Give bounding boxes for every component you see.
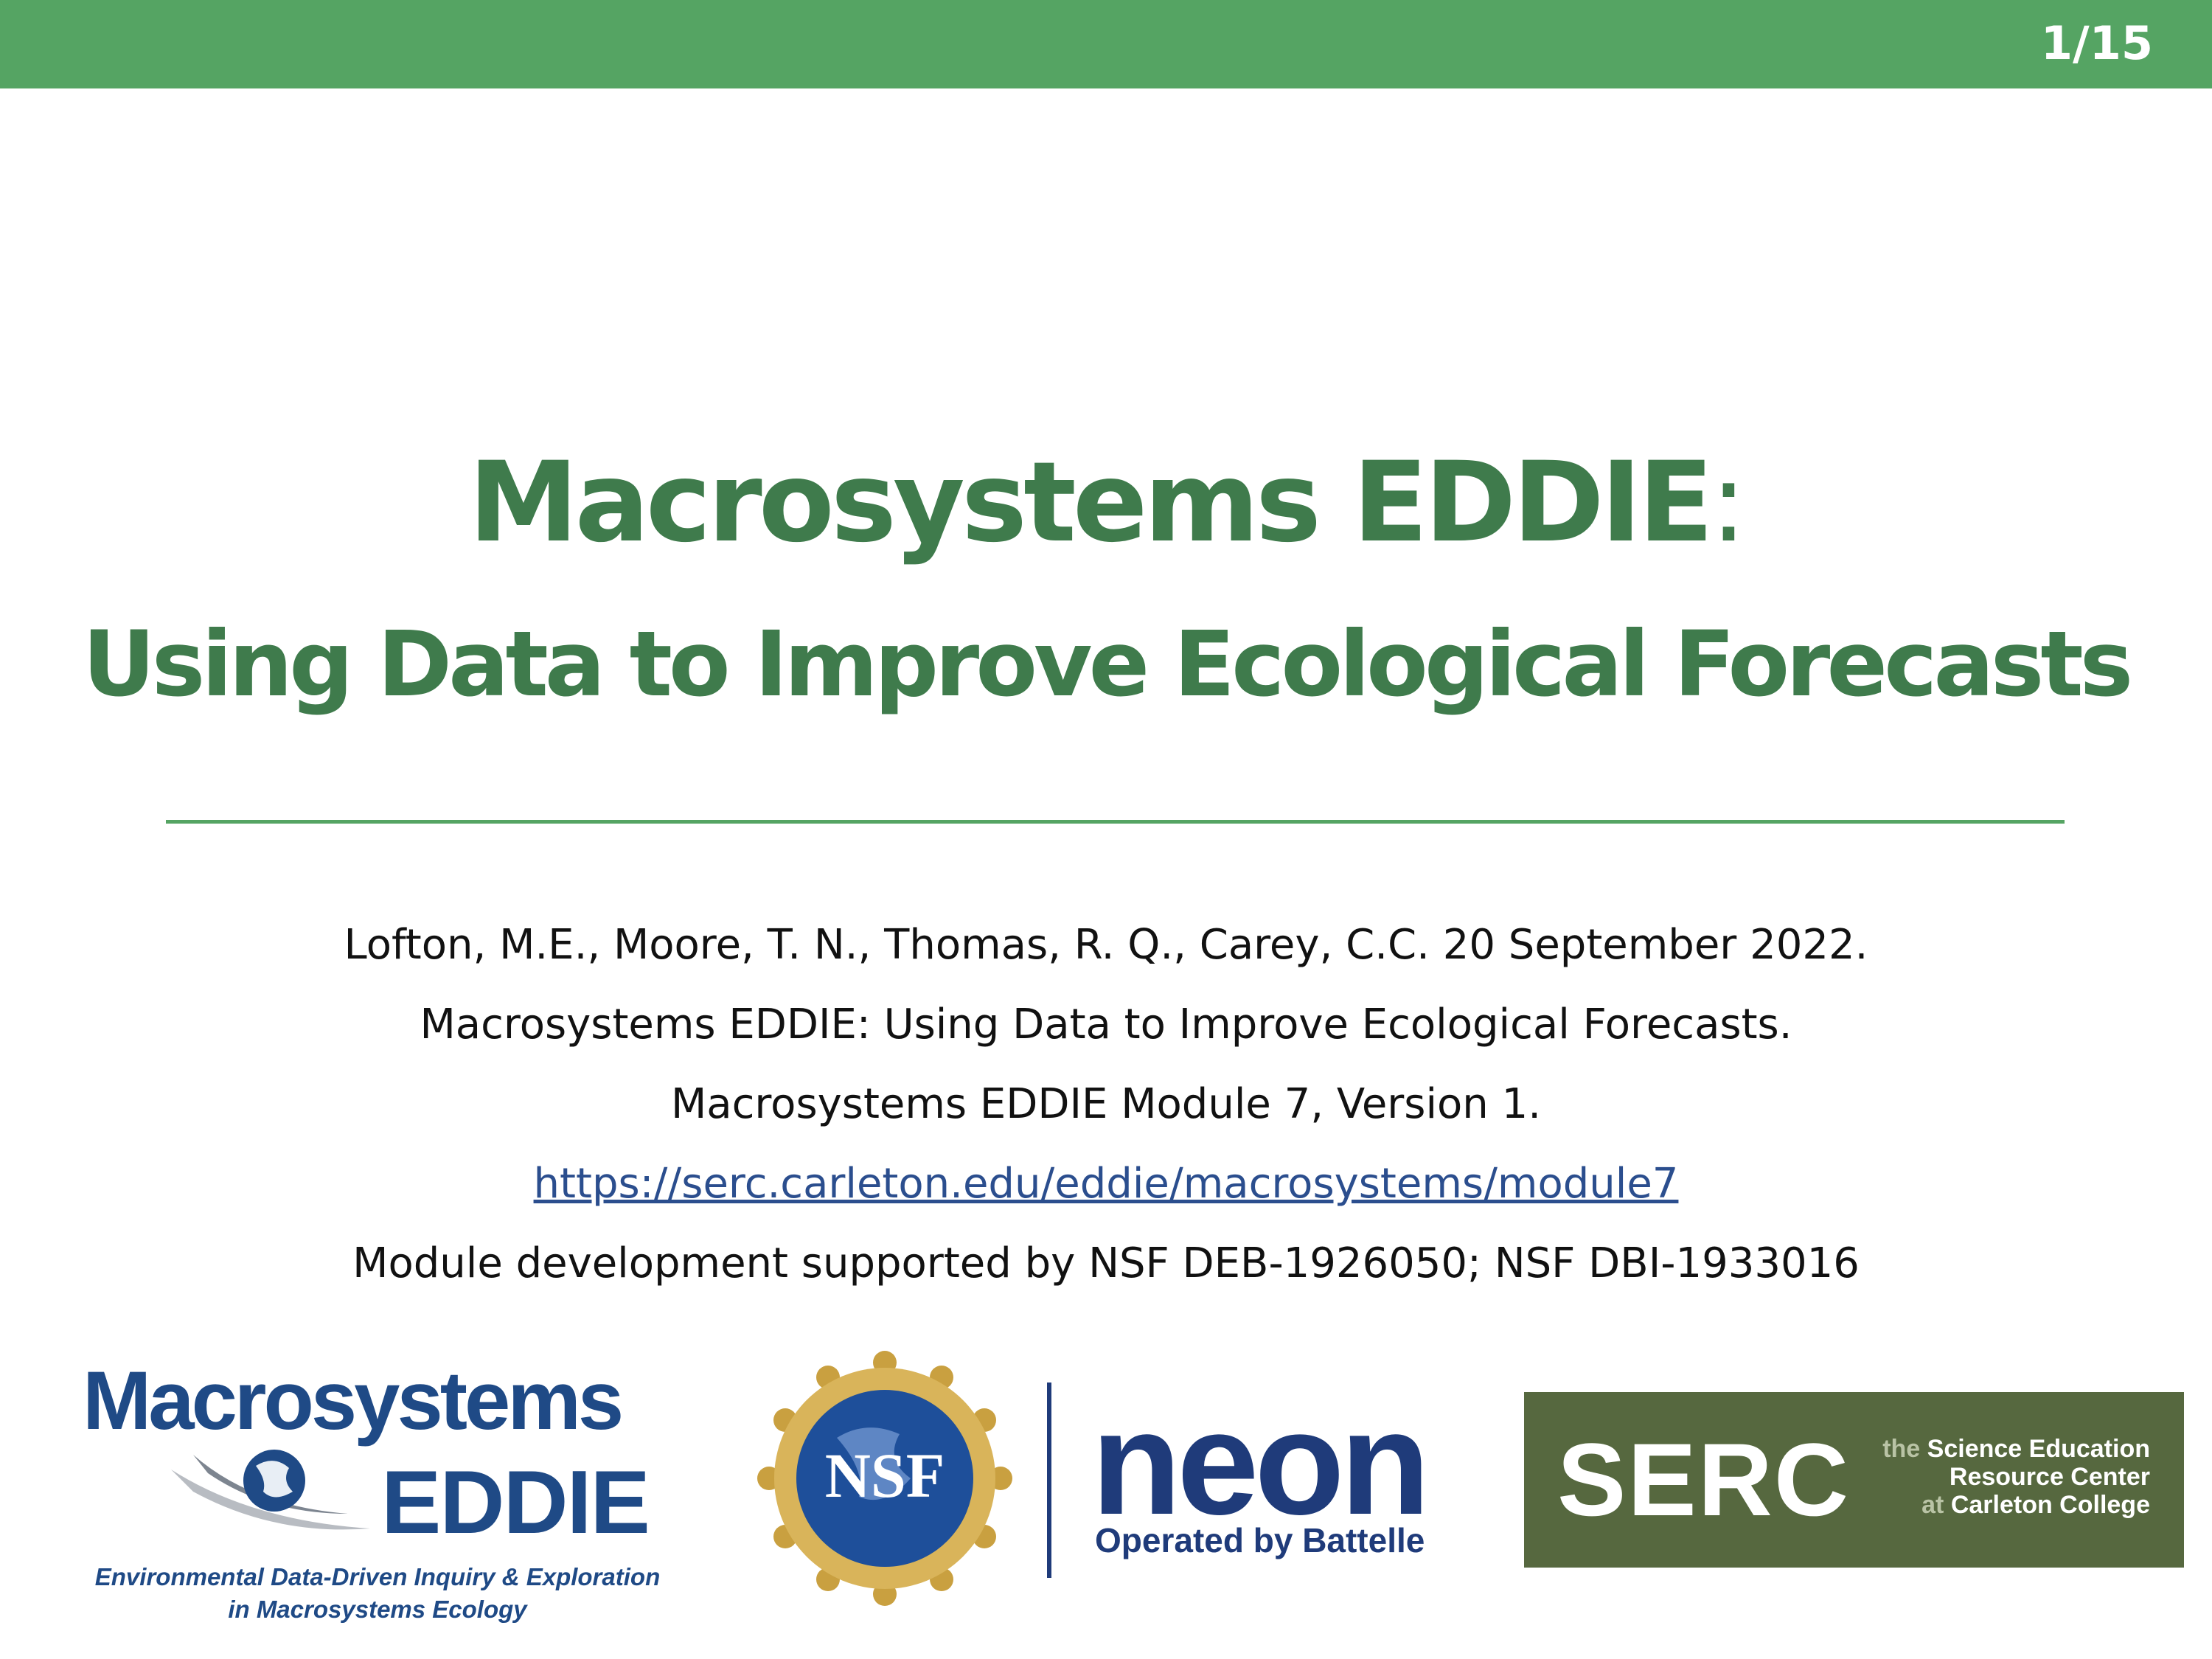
macrosystems-eddie-logo: Macrosystems EDDIE Environmental Data-Dr… bbox=[83, 1353, 687, 1626]
slide-number: 1/15 bbox=[2040, 16, 2153, 70]
slide-subtitle: Using Data to Improve Ecological Forecas… bbox=[82, 612, 2134, 717]
title-colon: : bbox=[1710, 439, 1747, 567]
citation-title: Macrosystems EDDIE: Using Data to Improv… bbox=[420, 1001, 1792, 1048]
serc-logo: SERC the Science Education Resource Cent… bbox=[1524, 1392, 2184, 1568]
funding-statement: Module development supported by NSF DEB-… bbox=[352, 1239, 1860, 1287]
title-main: Macrosystems EDDIE bbox=[468, 439, 1714, 567]
citation-version: Macrosystems EDDIE Module 7, Version 1. bbox=[670, 1080, 1542, 1128]
module-link[interactable]: https://serc.carleton.edu/eddie/macrosys… bbox=[533, 1160, 1679, 1208]
eddie-logo-tagline: Environmental Data-Driven Inquiry & Expl… bbox=[94, 1563, 661, 1623]
serc-logo-text: the Science Education Resource Center at… bbox=[1882, 1435, 2150, 1519]
nsf-logo: NSF bbox=[757, 1351, 1012, 1606]
slide-title: Macrosystems EDDIE: bbox=[0, 442, 2212, 564]
logo-separator bbox=[1047, 1382, 1051, 1578]
citation-block: Lofton, M.E., Moore, T. N., Thomas, R. Q… bbox=[0, 905, 2212, 1304]
neon-logo-word: neon bbox=[1091, 1381, 1430, 1545]
neon-logo-tagline: Operated by Battelle bbox=[1095, 1521, 1425, 1559]
top-bar: 1/15 bbox=[0, 0, 2212, 88]
globe-swoosh-icon bbox=[171, 1450, 370, 1530]
neon-logo: neon Operated by Battelle bbox=[1091, 1381, 1460, 1563]
citation-authors: Lofton, M.E., Moore, T. N., Thomas, R. Q… bbox=[344, 921, 1868, 969]
title-divider bbox=[166, 820, 2065, 824]
serc-logo-word: SERC bbox=[1557, 1422, 1850, 1537]
nsf-logo-text: NSF bbox=[825, 1440, 945, 1511]
eddie-logo-word-eddie: EDDIE bbox=[381, 1452, 650, 1552]
eddie-logo-word-macrosystems: Macrosystems bbox=[83, 1354, 624, 1447]
